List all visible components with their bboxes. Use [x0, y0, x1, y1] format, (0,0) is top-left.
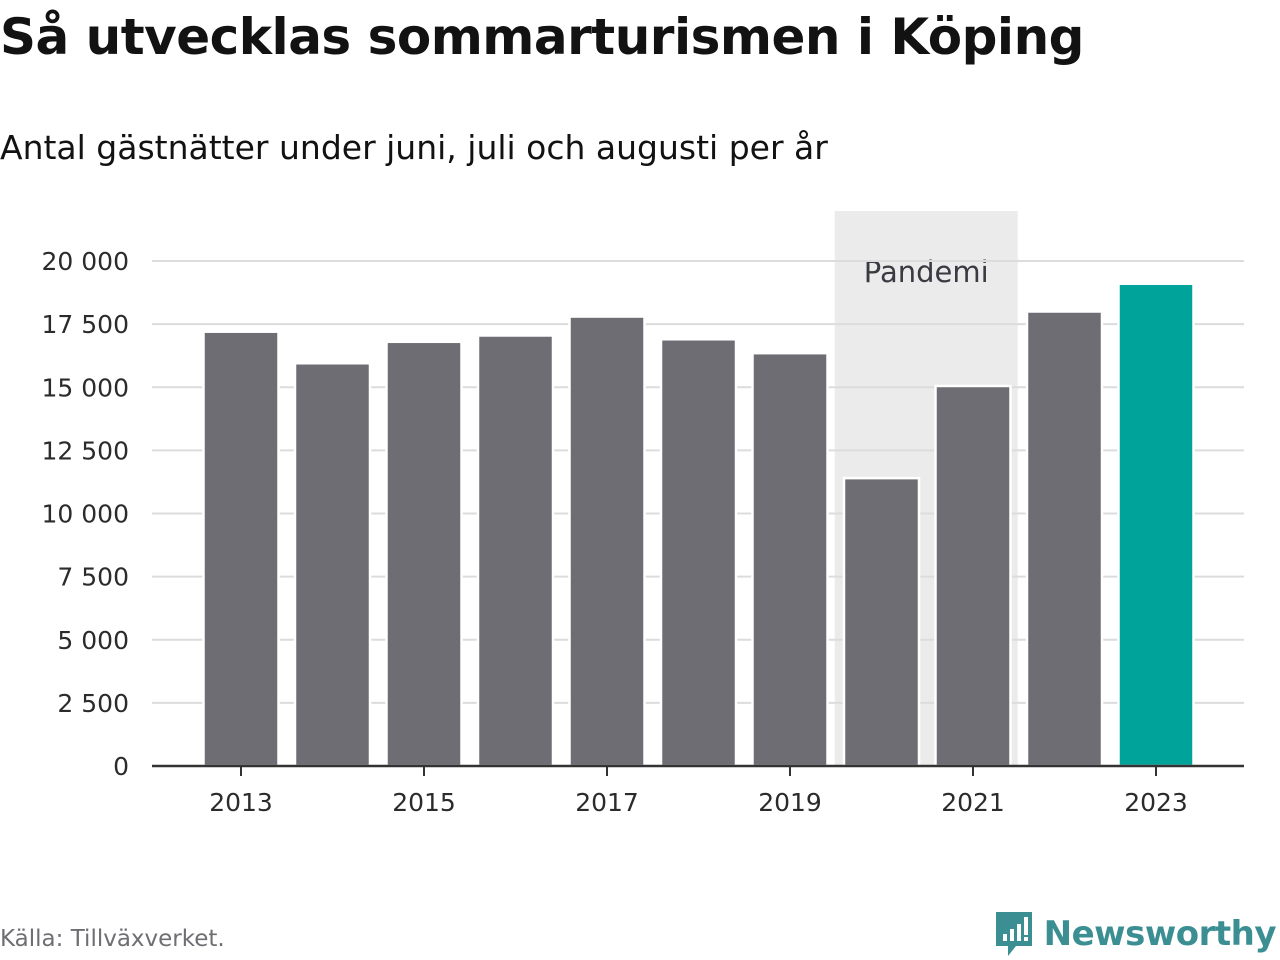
x-tick-label: 2013 — [209, 788, 273, 817]
chart-bubble-icon — [995, 912, 1032, 956]
y-tick-label: 5 000 — [57, 626, 129, 655]
y-tick-label: 17 500 — [42, 310, 129, 339]
x-tick-label: 2019 — [758, 788, 822, 817]
y-tick-label: 15 000 — [42, 373, 129, 402]
x-tick-label: 2023 — [1124, 788, 1188, 817]
source-note: Källa: Tillväxverket. — [0, 926, 225, 952]
bar — [293, 362, 372, 768]
y-tick-label: 2 500 — [57, 689, 129, 718]
x-axis-ticks: 2013 2015 2017 2019 2021 2023 — [209, 766, 1188, 817]
bar — [842, 476, 921, 768]
bar — [385, 340, 463, 768]
bars — [202, 282, 1195, 768]
y-tick-label: 10 000 — [42, 500, 129, 529]
chart-subtitle: Antal gästnätter under juni, juli och au… — [0, 128, 828, 167]
bar — [568, 315, 646, 768]
y-axis-tick-labels: 0 2 500 5 000 7 500 10 000 12 500 15 000 17 500… — [42, 247, 129, 781]
bar — [934, 384, 1012, 768]
brand-name: Newsworthy — [1043, 914, 1277, 954]
x-tick-label: 2017 — [575, 788, 639, 817]
bar — [659, 338, 738, 768]
y-tick-label: 20 000 — [42, 247, 129, 276]
y-tick-label: 7 500 — [57, 563, 129, 592]
y-tick-label: 12 500 — [42, 436, 129, 465]
bar — [202, 330, 280, 768]
y-tick-label: 0 — [113, 752, 129, 781]
chart-title: Så utvecklas sommarturismen i Köping — [0, 8, 1084, 66]
bar — [1025, 310, 1104, 768]
x-tick-label: 2021 — [941, 788, 1005, 817]
bar — [751, 351, 829, 768]
brand-logo[interactable]: Newsworthy — [994, 910, 1277, 958]
bar — [1117, 282, 1195, 768]
bar — [476, 334, 555, 768]
x-tick-label: 2015 — [392, 788, 456, 817]
